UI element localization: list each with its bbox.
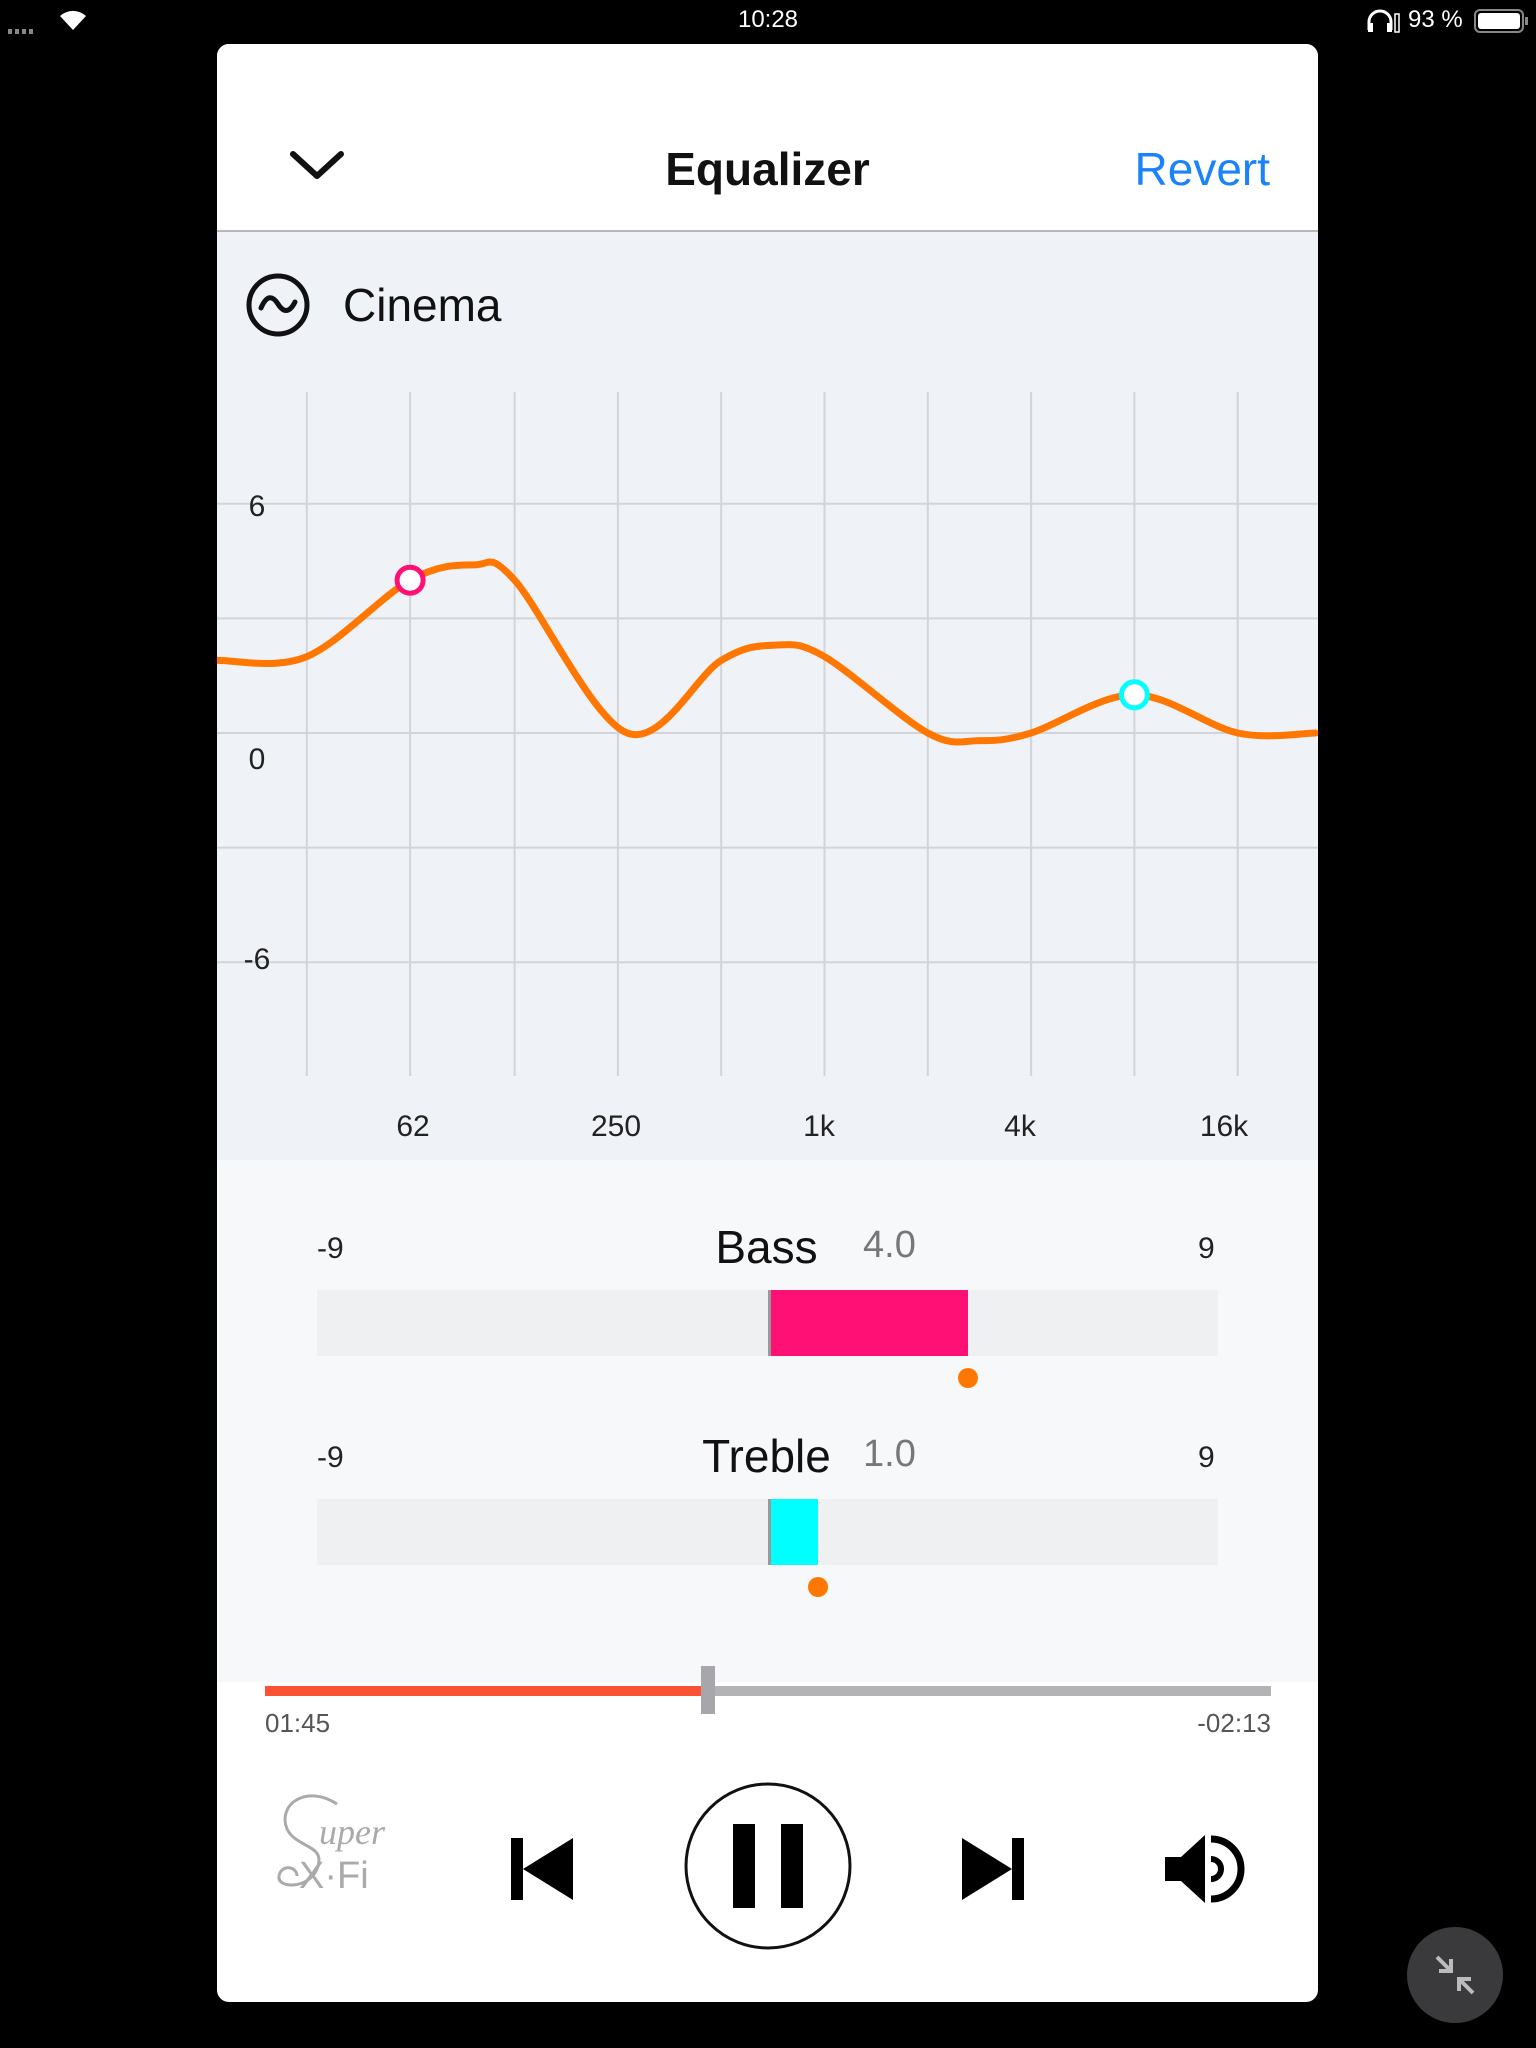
y-tick-label: -6 bbox=[244, 943, 271, 976]
page-title: Equalizer bbox=[665, 143, 870, 195]
header: Equalizer Revert bbox=[217, 44, 1318, 232]
next-button[interactable] bbox=[960, 1836, 1026, 1907]
super-xfi-logo: uper X·Fi bbox=[257, 1784, 407, 1909]
slider-handle[interactable] bbox=[807, 1577, 828, 1597]
battery-icon bbox=[1474, 9, 1530, 38]
pause-icon bbox=[684, 1782, 852, 1950]
eq-band-marker[interactable] bbox=[394, 564, 426, 596]
minimize-icon bbox=[1435, 1955, 1475, 1995]
slider-fill bbox=[767, 1290, 968, 1356]
remaining-time: -02:13 bbox=[1197, 1708, 1271, 1738]
tone-controls bbox=[217, 1160, 1318, 1682]
elapsed-time: 01:45 bbox=[265, 1708, 331, 1738]
previous-icon bbox=[511, 1838, 573, 1900]
clock: 10:28 bbox=[737, 6, 799, 33]
slider-max-label: 9 bbox=[1198, 1232, 1215, 1265]
slider-track[interactable] bbox=[317, 1290, 1218, 1356]
equalizer-panel: Equalizer Revert Cinema 6 0 -6 62 250 1k 4k 16k… bbox=[217, 44, 1318, 2002]
volume-icon bbox=[1165, 1835, 1245, 1903]
slider-fill bbox=[767, 1499, 818, 1565]
pause-button[interactable] bbox=[683, 1781, 853, 1956]
revert-button[interactable]: Revert bbox=[1134, 143, 1270, 195]
progress-bar[interactable] bbox=[265, 1666, 1271, 1714]
x-tick-label: 16k bbox=[1200, 1110, 1249, 1143]
eq-curve bbox=[217, 558, 1318, 746]
progress-elapsed bbox=[265, 1686, 708, 1696]
preset-name: Cinema bbox=[343, 279, 502, 331]
preset-selector[interactable]: Cinema bbox=[245, 272, 502, 338]
chevron-down-icon[interactable] bbox=[287, 144, 347, 184]
slider-min-label: -9 bbox=[317, 1441, 344, 1474]
slider-name: Treble bbox=[702, 1430, 831, 1482]
next-icon bbox=[962, 1838, 1024, 1900]
x-tick-label: 4k bbox=[1004, 1110, 1037, 1143]
slider-name: Bass bbox=[715, 1221, 818, 1273]
eq-band-marker[interactable] bbox=[1118, 679, 1150, 711]
headphones-icon bbox=[1366, 8, 1400, 39]
y-tick-label: 0 bbox=[249, 743, 266, 776]
slider-handle[interactable] bbox=[957, 1368, 978, 1388]
minimize-button[interactable] bbox=[1407, 1927, 1503, 2023]
logo-text-xfi: X·Fi bbox=[299, 1855, 369, 1897]
slider-value: 1.0 bbox=[863, 1433, 916, 1475]
eq-chart[interactable]: Cinema 6 0 -6 62 250 1k 4k 16k bbox=[217, 232, 1318, 1160]
slider-max-label: 9 bbox=[1198, 1441, 1215, 1474]
x-tick-label: 62 bbox=[396, 1110, 429, 1143]
slider-track[interactable] bbox=[317, 1499, 1218, 1565]
y-tick-label: 6 bbox=[249, 490, 266, 523]
wave-circle-icon bbox=[246, 273, 310, 337]
slider-min-label: -9 bbox=[317, 1232, 344, 1265]
slider-value: 4.0 bbox=[863, 1224, 916, 1266]
x-tick-label: 1k bbox=[803, 1110, 836, 1143]
wifi-icon bbox=[58, 8, 88, 37]
battery-percent: 93 % bbox=[1408, 6, 1463, 33]
x-tick-label: 250 bbox=[591, 1110, 641, 1143]
eq-plot: 6 0 -6 62 250 1k 4k 16k bbox=[217, 392, 1318, 1143]
logo-text-super: uper bbox=[319, 1812, 386, 1852]
progress-thumb[interactable] bbox=[700, 1666, 715, 1714]
signal-icon bbox=[8, 22, 38, 34]
previous-button[interactable] bbox=[509, 1836, 575, 1907]
volume-button[interactable] bbox=[1163, 1833, 1257, 1910]
